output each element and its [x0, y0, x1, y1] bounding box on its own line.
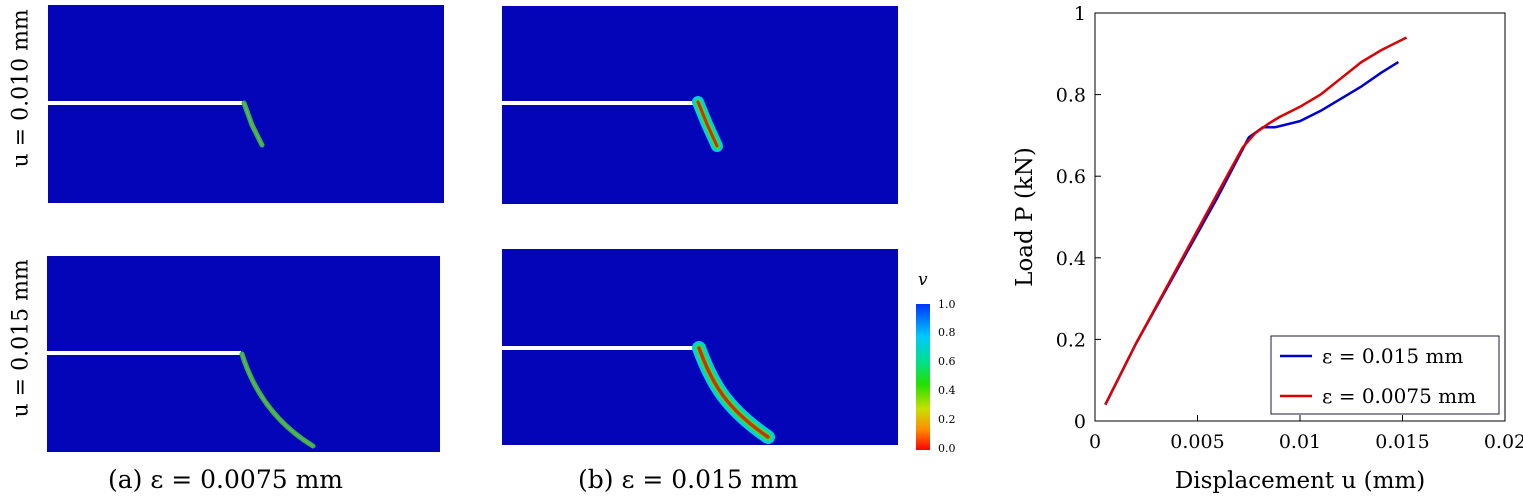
y-tick-label: 0.8 — [1056, 85, 1086, 107]
panel-a-top — [48, 5, 444, 203]
crack-path — [239, 351, 316, 449]
caption-a: (a) ε = 0.0075 mm — [108, 465, 343, 494]
y-axis-label: Load P (kN) — [1012, 147, 1038, 287]
y-tick-label: 1 — [1074, 3, 1086, 25]
legend-label-1: ε = 0.0075 mm — [1322, 384, 1476, 408]
x-tick-label: 0.005 — [1170, 431, 1224, 453]
crack-path — [692, 341, 775, 444]
y-tick-label: 0.4 — [1056, 248, 1086, 270]
x-tick-label: 0.02 — [1484, 431, 1523, 453]
colorbar-gradient — [916, 304, 930, 450]
colorbar-tick-4: 0.4 — [938, 384, 956, 397]
crack-svg-a-top — [48, 100, 265, 148]
crack-svg-b-bottom — [502, 341, 775, 444]
colorbar-tick-6: 0.0 — [938, 442, 956, 455]
legend: ε = 0.015 mm ε = 0.0075 mm — [1270, 335, 1500, 415]
x-axis-label: Displacement u (mm) — [1175, 468, 1425, 494]
x-tick-label: 0.015 — [1375, 431, 1429, 453]
row-label-bottom: u = 0.015 mm — [8, 259, 34, 418]
crack-svg-b-top — [502, 96, 723, 152]
panel-b-top — [502, 6, 898, 204]
caption-b: (b) ε = 0.015 mm — [578, 465, 799, 494]
load-displacement-chart: 0 0.005 0.01 0.015 0.02 0 0.2 0.4 0.6 0.8 1 Displa… — [1012, 3, 1523, 494]
colorbar-tick-1: 1.0 — [938, 298, 956, 311]
colorbar: v 1.0 0.8 0.6 0.4 0.2 0.0 — [910, 270, 970, 460]
legend-box — [1270, 335, 1500, 415]
y-tick-label: 0.2 — [1056, 329, 1086, 351]
colorbar-tick-2: 0.8 — [938, 326, 956, 339]
legend-label-0: ε = 0.015 mm — [1322, 344, 1463, 368]
crack-svg-a-bottom — [47, 351, 316, 449]
x-tick-label: 0.01 — [1279, 431, 1321, 453]
series-line-1 — [1104, 36, 1408, 406]
colorbar-tick-5: 0.2 — [938, 413, 956, 426]
series-lines — [1104, 36, 1408, 406]
colorbar-title: v — [918, 270, 928, 290]
axis-ticks: 0 0.005 0.01 0.015 0.02 0 0.2 0.4 0.6 0.8 1 — [1056, 3, 1523, 453]
y-tick-label: 0.6 — [1056, 166, 1086, 188]
panel-a-bottom — [47, 256, 440, 452]
y-tick-label: 0 — [1074, 411, 1086, 433]
x-tick-label: 0 — [1089, 431, 1101, 453]
colorbar-tick-3: 0.6 — [938, 355, 956, 368]
panel-b-bottom — [502, 249, 898, 445]
row-label-top: u = 0.010 mm — [8, 9, 34, 168]
